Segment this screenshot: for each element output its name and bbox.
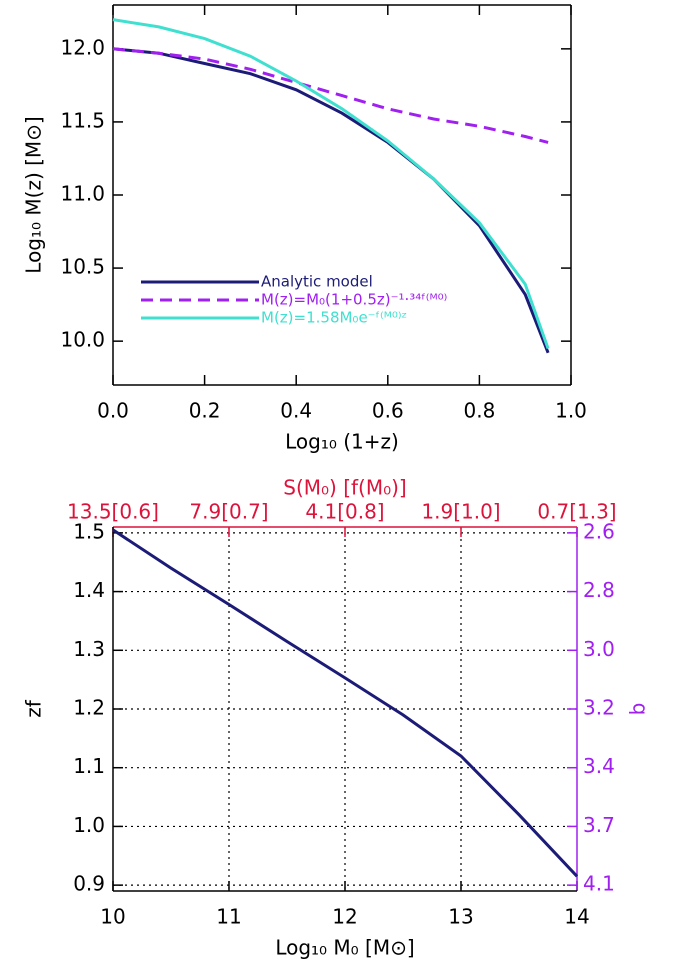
x2-tick-label: 1.9[1.0] (421, 500, 500, 524)
y-axis-label: zf (22, 699, 46, 717)
series-line (112, 47, 549, 144)
y-tick-label: 1.1 (73, 754, 105, 778)
x2-tick-label: 13.5[0.6] (67, 500, 159, 524)
y2-axis-label: q (629, 703, 653, 716)
x-tick-label: 14 (564, 905, 589, 929)
series-line (112, 18, 550, 350)
y-tick-label: 1.2 (73, 696, 105, 720)
y-tick-label: 1.5 (73, 519, 105, 543)
y-tick-label: 10.5 (60, 255, 105, 279)
series-line (112, 528, 579, 878)
y-tick-label: 1.0 (73, 813, 105, 837)
y2-tick-label: 3.2 (583, 696, 615, 720)
y-tick-label: 1.4 (73, 578, 105, 602)
x-tick-label: 0.2 (189, 399, 221, 423)
y2-tick-label: 2.6 (583, 519, 615, 543)
y2-tick-label: 3.7 (583, 813, 615, 837)
legend-label: M(z)=M₀(1+0.5z)⁻¹·³⁴ᶠ⁽ᴹ⁰⁾ (261, 291, 447, 309)
y-axis-label: Log₁₀ M(z) [M⊙] (22, 116, 46, 273)
x-tick-label: 12 (332, 905, 357, 929)
y-tick-label: 12.0 (60, 35, 105, 59)
y2-tick-label: 4.1 (583, 872, 615, 896)
y-tick-label: 1.3 (73, 637, 105, 661)
x-tick-label: 0.0 (97, 399, 129, 423)
y-tick-label: 11.5 (60, 108, 105, 132)
x2-tick-label: 7.9[0.7] (189, 500, 268, 524)
x2-tick-label: 4.1[0.8] (305, 500, 384, 524)
y-tick-label: 11.0 (60, 182, 105, 206)
legend-label: M(z)=1.58M₀e⁻ᶠ⁽ᴹ⁰⁾ᶻ (261, 309, 407, 327)
legend-label: Analytic model (261, 273, 373, 291)
x2-axis-label: S(M₀) [f(M₀)] (283, 476, 406, 500)
y-tick-label: 10.0 (60, 328, 105, 352)
y-tick-label: 0.9 (73, 872, 105, 896)
x-axis-label: Log₁₀ (1+z) (285, 430, 399, 454)
series-line (112, 47, 550, 354)
y2-tick-label: 3.0 (583, 637, 615, 661)
y2-tick-label: 3.4 (583, 754, 615, 778)
x-tick-label: 0.4 (280, 399, 312, 423)
x-tick-label: 13 (448, 905, 473, 929)
x-tick-label: 1.0 (555, 399, 587, 423)
x-tick-label: 10 (100, 905, 125, 929)
x-tick-label: 0.6 (372, 399, 404, 423)
x-tick-label: 11 (216, 905, 241, 929)
x-axis-label: Log₁₀ M₀ [M⊙] (275, 936, 414, 960)
y2-tick-label: 2.8 (583, 578, 615, 602)
x-tick-label: 0.8 (463, 399, 495, 423)
x2-tick-label: 0.7[1.3] (537, 500, 616, 524)
